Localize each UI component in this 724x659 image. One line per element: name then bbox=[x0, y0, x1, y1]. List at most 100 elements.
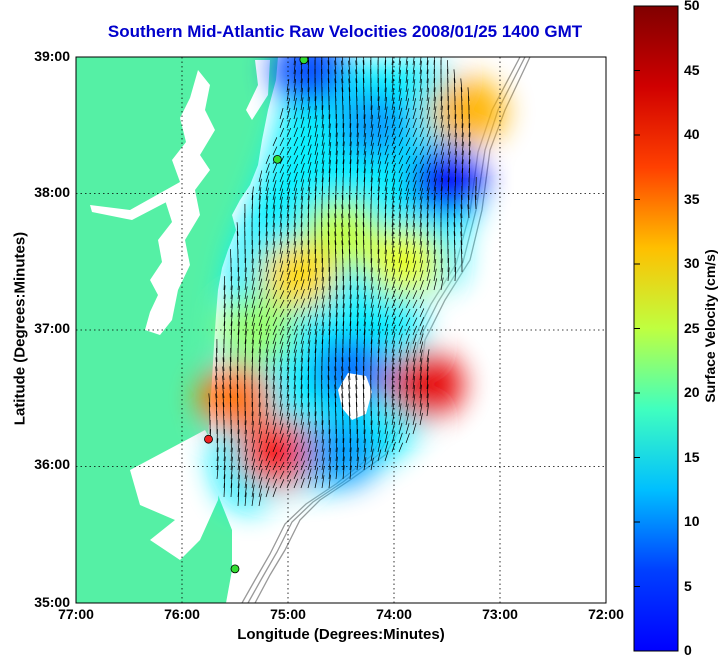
velocity-arrow bbox=[377, 322, 381, 336]
velocity-arrow bbox=[279, 317, 285, 327]
velocity-arrow bbox=[384, 60, 387, 75]
velocity-arrow bbox=[293, 341, 298, 354]
velocity-arrow bbox=[230, 483, 233, 498]
velocity-arrow bbox=[293, 333, 298, 345]
radar-station-marker bbox=[299, 57, 309, 65]
velocity-arrow bbox=[334, 78, 337, 93]
colorbar-tick-label: 50 bbox=[684, 0, 700, 13]
velocity-arrow bbox=[321, 258, 324, 273]
velocity-arrow bbox=[314, 449, 319, 462]
velocity-arrow bbox=[405, 394, 409, 408]
velocity-arrow bbox=[258, 348, 262, 363]
velocity-arrow bbox=[370, 457, 374, 471]
velocity-arrow bbox=[412, 367, 416, 381]
velocity-arrow bbox=[265, 250, 269, 264]
velocity-arrow bbox=[286, 98, 290, 111]
velocity-arrow bbox=[384, 278, 389, 291]
velocity-arrow bbox=[391, 375, 394, 390]
x-axis-label: Longitude (Degrees:Minutes) bbox=[237, 626, 445, 643]
velocity-arrow bbox=[412, 375, 416, 390]
velocity-arrow bbox=[293, 349, 297, 363]
velocity-arrow bbox=[272, 393, 276, 408]
velocity-arrow bbox=[349, 303, 352, 318]
velocity-arrow bbox=[370, 276, 374, 291]
velocity-arrow bbox=[460, 204, 463, 219]
velocity-arrow bbox=[265, 478, 270, 489]
velocity-arrow bbox=[412, 188, 417, 201]
velocity-arrow bbox=[223, 483, 225, 498]
velocity-arrow bbox=[300, 460, 305, 471]
velocity-arrow bbox=[251, 258, 254, 273]
velocity-arrow bbox=[426, 384, 429, 399]
velocity-arrow bbox=[419, 222, 422, 237]
velocity-arrow bbox=[265, 422, 270, 435]
velocity-arrow bbox=[293, 325, 298, 336]
velocity-arrow bbox=[272, 478, 278, 489]
velocity-arrow bbox=[419, 136, 425, 147]
velocity-arrow bbox=[405, 205, 409, 219]
velocity-arrow bbox=[328, 456, 332, 471]
velocity-arrow bbox=[335, 132, 338, 147]
velocity-arrow bbox=[377, 287, 382, 300]
velocity-arrow bbox=[307, 375, 309, 390]
velocity-arrow bbox=[286, 88, 290, 102]
velocity-arrow bbox=[251, 331, 255, 345]
velocity-arrow bbox=[384, 357, 387, 372]
velocity-arrow bbox=[321, 133, 325, 147]
velocity-arrow bbox=[314, 152, 319, 165]
velocity-arrow bbox=[384, 259, 388, 273]
velocity-arrow bbox=[377, 305, 382, 318]
velocity-arrow bbox=[412, 290, 418, 300]
velocity-arrow bbox=[419, 241, 423, 255]
velocity-arrow bbox=[377, 402, 380, 417]
y-tick-label: 37:00 bbox=[34, 320, 70, 336]
velocity-arrow bbox=[348, 357, 351, 372]
velocity-arrow bbox=[272, 137, 278, 147]
velocity-arrow bbox=[398, 422, 403, 435]
velocity-arrow bbox=[265, 357, 269, 372]
velocity-arrow bbox=[293, 117, 298, 129]
velocity-arrow bbox=[279, 164, 285, 174]
velocity-arrow bbox=[384, 204, 387, 219]
velocity-arrow bbox=[258, 231, 261, 246]
velocity-arrow bbox=[335, 150, 338, 165]
velocity-arrow bbox=[293, 316, 299, 327]
velocity-arrow bbox=[307, 204, 310, 219]
velocity-arrow bbox=[419, 231, 422, 246]
velocity-arrow bbox=[398, 205, 402, 219]
velocity-arrow bbox=[307, 170, 312, 183]
velocity-arrow bbox=[258, 485, 263, 498]
velocity-arrow bbox=[208, 393, 211, 408]
velocity-arrow bbox=[222, 384, 225, 399]
velocity-arrow bbox=[272, 422, 277, 435]
velocity-arrow bbox=[405, 146, 411, 156]
velocity-arrow bbox=[398, 432, 403, 444]
velocity-arrow bbox=[258, 187, 262, 201]
velocity-arrow bbox=[258, 357, 261, 372]
velocity-arrow bbox=[258, 493, 262, 507]
velocity-arrow bbox=[384, 332, 388, 345]
velocity-arrow bbox=[440, 152, 445, 165]
velocity-arrow bbox=[265, 163, 270, 174]
velocity-arrow bbox=[391, 78, 394, 93]
velocity-arrow bbox=[398, 127, 403, 138]
velocity-arrow bbox=[307, 106, 311, 120]
velocity-arrow bbox=[370, 313, 374, 327]
velocity-arrow bbox=[349, 294, 352, 309]
velocity-arrow bbox=[314, 420, 317, 435]
y-axis-label: Latitude (Degrees:Minutes) bbox=[11, 231, 29, 426]
velocity-arrow bbox=[314, 296, 319, 309]
velocity-arrow bbox=[342, 303, 345, 318]
velocity-arrow bbox=[412, 325, 418, 336]
velocity-arrow bbox=[356, 447, 359, 462]
velocity-arrow bbox=[419, 375, 422, 390]
velocity-arrow bbox=[327, 366, 330, 381]
velocity-arrow bbox=[307, 421, 311, 435]
velocity-arrow bbox=[215, 375, 218, 390]
velocity-arrow bbox=[412, 423, 417, 435]
velocity-arrow bbox=[412, 280, 417, 291]
velocity-arrow bbox=[405, 127, 411, 138]
velocity-arrow bbox=[391, 107, 396, 120]
velocity-arrow bbox=[279, 290, 285, 300]
velocity-arrow bbox=[279, 433, 284, 444]
